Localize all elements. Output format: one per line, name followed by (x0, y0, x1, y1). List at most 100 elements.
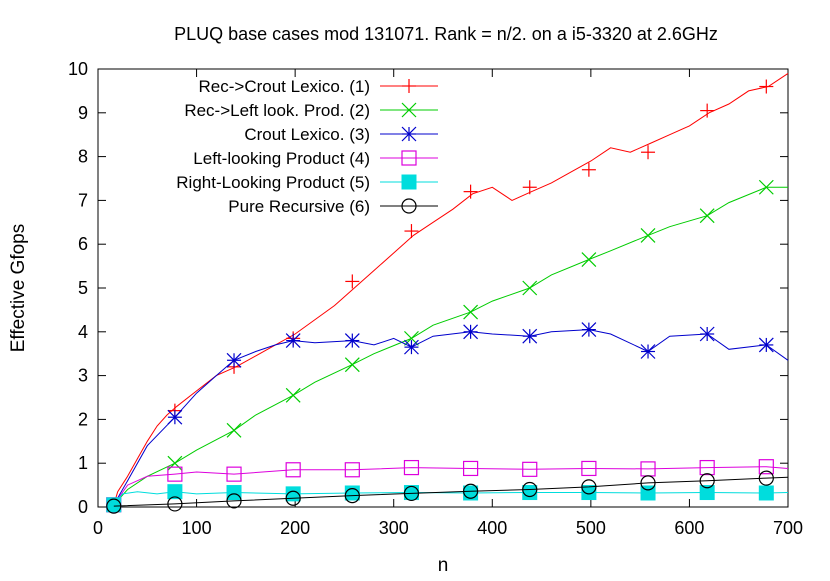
y-tick-label: 10 (68, 59, 88, 79)
data-point (758, 459, 774, 475)
data-point (463, 483, 479, 499)
data-point (699, 473, 715, 489)
data-point (699, 485, 715, 501)
axis-ticks: 0 100 200 300 400 500 600 700 0 1 2 3 4 5 6 7 8 9 10 (68, 59, 803, 538)
data-point (522, 485, 538, 501)
legend-marker (401, 198, 417, 214)
data-point (463, 324, 479, 340)
data-point (581, 322, 597, 338)
data-point (106, 497, 122, 513)
series-line (113, 476, 789, 507)
series-line (113, 329, 789, 506)
x-tick-label: 500 (576, 518, 606, 538)
data-point (344, 333, 360, 348)
legend-label: Right-Looking Product (5) (176, 173, 370, 192)
data-point (522, 280, 538, 296)
data-point (403, 485, 420, 502)
data-point (226, 352, 242, 368)
y-tick-label: 6 (78, 234, 88, 254)
y-axis-label: Effective Gfops (8, 224, 29, 353)
data-point (344, 357, 360, 373)
legend-item: Left-looking Product (4) (193, 149, 438, 168)
data-point (522, 328, 538, 344)
series-line (113, 491, 789, 506)
data-point (226, 485, 242, 501)
y-tick-label: 8 (78, 147, 88, 167)
data-point (167, 409, 183, 425)
x-tick-label: 0 (93, 518, 103, 538)
legend-marker (401, 102, 417, 118)
data-point (403, 459, 420, 476)
data-point (344, 462, 360, 478)
legend-item: Pure Recursive (6) (228, 197, 438, 216)
legend-label: Crout Lexico. (3) (244, 125, 370, 144)
x-tick-label: 400 (477, 518, 507, 538)
data-point (106, 498, 122, 514)
y-tick-label: 2 (78, 409, 88, 429)
legend-item: Crout Lexico. (3) (244, 125, 438, 144)
y-tick-label: 4 (78, 322, 88, 342)
x-tick-label: 600 (674, 518, 704, 538)
legend-marker (401, 150, 417, 166)
data-point (522, 461, 538, 477)
data-point (463, 460, 479, 477)
data-point (226, 466, 242, 482)
legend-item: Rec->Crout Lexico. (1) (199, 77, 438, 96)
legend-label: Pure Recursive (6) (228, 197, 370, 216)
data-point (758, 470, 774, 486)
series-3 (106, 322, 789, 513)
data-point (758, 337, 774, 353)
data-point (699, 326, 715, 342)
data-point (699, 208, 715, 224)
legend-item: Rec->Left look. Prod. (2) (184, 101, 438, 120)
x-tick-label: 200 (280, 518, 310, 538)
legend-label: Left-looking Product (4) (193, 149, 370, 168)
data-point (581, 479, 597, 495)
y-tick-label: 0 (78, 497, 88, 517)
x-axis-label: n (438, 555, 449, 576)
y-tick-label: 7 (78, 190, 88, 210)
data-point (167, 496, 183, 512)
y-tick-label: 1 (78, 453, 88, 473)
legend-label: Rec->Crout Lexico. (1) (199, 77, 370, 96)
series-1 (106, 72, 789, 512)
series-line (113, 186, 788, 506)
legend-label: Rec->Left look. Prod. (2) (184, 101, 370, 120)
data-point (463, 304, 479, 320)
x-tick-label: 100 (182, 518, 212, 538)
data-point (285, 462, 301, 478)
data-point (285, 490, 301, 506)
legend-item: Right-Looking Product (5) (176, 173, 438, 192)
data-point (404, 339, 419, 355)
data-point (581, 252, 597, 267)
legend: Rec->Crout Lexico. (1) Rec->Left look. Pr… (176, 77, 438, 216)
data-point (699, 459, 715, 476)
data-point (640, 475, 656, 491)
data-point (167, 466, 183, 482)
y-tick-label: 3 (78, 366, 88, 386)
series-line (113, 466, 789, 506)
data-point (226, 422, 242, 438)
series-6 (106, 470, 789, 514)
data-point (344, 488, 360, 504)
data-point (226, 493, 242, 509)
data-point (285, 333, 301, 348)
series-4 (106, 459, 789, 513)
series-2 (106, 179, 788, 513)
x-tick-label: 300 (379, 518, 409, 538)
data-point (285, 486, 301, 502)
chart-title: PLUQ base cases mod 131071. Rank = n/2. … (174, 24, 718, 44)
data-point (167, 484, 183, 500)
data-point (758, 179, 774, 195)
data-point (581, 460, 597, 477)
data-point (167, 455, 183, 471)
data-point (522, 481, 538, 498)
legend-marker (401, 126, 417, 142)
plot-frame (97, 68, 789, 508)
series-line (113, 72, 789, 505)
y-tick-label: 5 (78, 278, 88, 298)
legend-marker (401, 174, 417, 190)
data-point (581, 485, 597, 501)
data-point (640, 228, 656, 243)
